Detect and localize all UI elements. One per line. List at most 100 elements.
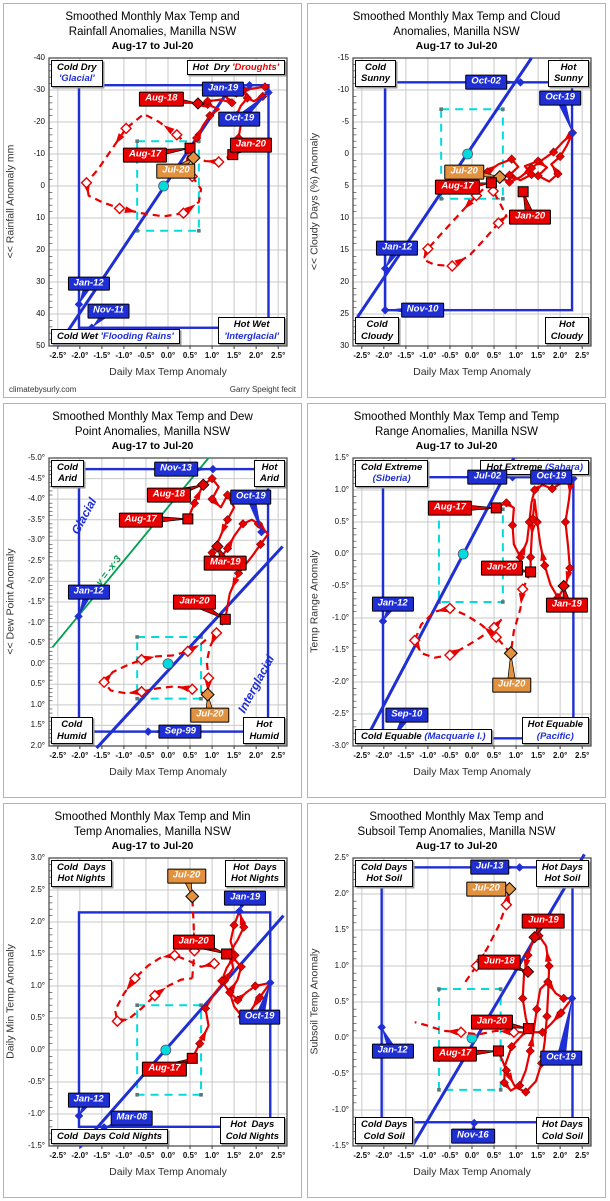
- x-tick-label: -0.5°: [441, 751, 459, 760]
- quadrant-label-line: Sunny: [361, 73, 390, 84]
- y-tick-label: 30: [36, 277, 45, 286]
- quadrant-label-text: Hot Equable: [527, 719, 583, 731]
- quadrant-label-br: Hot Days Cold Nights: [219, 1117, 285, 1144]
- flag-Jan-19: Jan-19: [224, 890, 267, 906]
- x-tick-label: 2.0°: [552, 1151, 568, 1160]
- x-tick-label: -1.5°: [397, 751, 415, 760]
- y-tick-label: 0.0°: [30, 658, 45, 668]
- month-marker-open: [135, 685, 148, 698]
- x-tick-label: 1.5°: [226, 351, 242, 360]
- chart-subtitle: Aug-17 to Jul-20: [415, 840, 498, 853]
- quadrant-label-tr: Hot Days Hot Nights: [224, 860, 285, 887]
- flag-pointer-Oct-19: [255, 982, 271, 1019]
- x-tick-label: 1.5°: [530, 351, 546, 360]
- flag-Jan-20: Jan-20: [172, 935, 215, 950]
- month-marker-open: [507, 1026, 520, 1039]
- quadrant-label-bl: Cold Cloudy: [355, 317, 400, 344]
- x-tick-label: -2.5°: [49, 1151, 67, 1160]
- quadrant-label-line: Cold: [57, 462, 78, 473]
- track-arrow: [463, 198, 474, 210]
- quadrant-label-text: (Siberia): [372, 473, 411, 485]
- y-tick-label: -4.5°: [28, 473, 45, 483]
- month-marker-filled: [526, 552, 536, 562]
- month-marker-filled: [501, 498, 511, 508]
- month-marker-filled: [260, 82, 270, 92]
- plot-area-mintemp: Cold Days Hot Nights Hot Days Hot Nights Col…: [5, 853, 288, 1178]
- quadrant-label-line: (Pacific): [528, 731, 583, 742]
- chart-title-line2: Point Anomalies, Manilla NSW: [74, 425, 231, 438]
- month-marker-filled: [227, 98, 237, 108]
- quadrant-label-text: Cold: [57, 462, 79, 473]
- y-tick-label: 2.5°: [334, 853, 349, 862]
- cyan-box-corner: [135, 139, 139, 143]
- y-tick-label: -1.0°: [332, 613, 349, 622]
- y-tick-label: 1.0°: [30, 981, 45, 990]
- plot-area-temprange: Cold Extreme (Siberia) Hot Extreme (Sahara…: [309, 453, 592, 778]
- record-marker: [143, 727, 153, 736]
- flag-Nov-16: Nov-16: [451, 1128, 495, 1144]
- x-tick-label: 2.5°: [271, 751, 286, 760]
- chart-title-line2: Range Anomalies, Manilla NSW: [375, 425, 538, 438]
- month-marker-square: [490, 502, 502, 514]
- flag-Oct-19: Oct-19: [530, 469, 573, 485]
- month-marker-filled: [222, 490, 233, 500]
- y-tick-label: -20: [33, 117, 45, 126]
- plot-border: [352, 57, 592, 347]
- quadrant-label-text: Cold Soil: [363, 1130, 405, 1142]
- month-marker-filled: [230, 950, 240, 960]
- y-tick-label: -2.5°: [332, 709, 349, 718]
- y-tick-label: -30: [33, 85, 45, 94]
- quadrant-label-line: Hot Nights: [231, 873, 279, 884]
- quadrant-label-line: Hot Extreme (Sahara): [486, 462, 583, 473]
- cyan-box-corner: [439, 197, 443, 201]
- y-axis-label: Temp Range Anomaly: [308, 550, 321, 653]
- track-arrow: [193, 489, 202, 501]
- month-marker-open: [490, 631, 503, 644]
- x-tick-label: 1.5°: [530, 1151, 546, 1160]
- x-tick-label: 0.0°: [464, 751, 480, 760]
- month-marker-open: [98, 676, 111, 689]
- x-tick-label: 0.5°: [182, 751, 198, 760]
- y-tick-label: 2.5°: [30, 885, 45, 894]
- quadrant-label-tl: Cold Days Hot Soil: [355, 860, 414, 887]
- quadrant-label-line: Hot: [554, 62, 583, 73]
- month-marker-open: [111, 1015, 124, 1028]
- track-arrow: [523, 958, 531, 971]
- cyan-box-corner: [501, 507, 505, 511]
- quadrant-label-line: Cold: [361, 62, 390, 73]
- month-marker-filled: [236, 962, 246, 972]
- track-arrow: [545, 950, 552, 962]
- flag-pointer-Oct-19: [246, 495, 262, 533]
- x-tick-label: -2.0°: [71, 751, 89, 760]
- month-marker-filled: [203, 96, 213, 106]
- month-marker-square: [186, 1052, 198, 1064]
- month-marker-big: [211, 540, 224, 553]
- flag-Nov-10: Nov-10: [400, 302, 445, 318]
- month-marker-open: [444, 602, 456, 615]
- cyan-box-corner: [199, 1093, 203, 1097]
- month-marker-filled: [222, 543, 233, 554]
- chart-subtitle: Aug-17 to Jul-20: [111, 440, 194, 453]
- quadrant-label-text: Cold Wet: [57, 330, 101, 342]
- trend-line: [362, 457, 516, 744]
- chart-subtitle: Aug-17 to Jul-20: [111, 840, 194, 853]
- x-tick-label: 1.0°: [204, 751, 220, 760]
- x-tick-label: -2.0°: [375, 351, 393, 360]
- quadrant-label-br: Hot Wet 'Interglacial': [218, 317, 285, 344]
- month-marker-filled: [521, 1087, 531, 1097]
- record-marker: [380, 305, 390, 315]
- quadrant-label-text: Hot Soil: [366, 873, 403, 885]
- cyan-box-corner: [135, 696, 139, 701]
- quadrant-label-text: Cold Dry: [57, 62, 97, 73]
- current-month-marker: [185, 889, 200, 904]
- x-tick-label: -1.0°: [419, 751, 437, 760]
- quadrant-label-text: Cold Equable: [361, 730, 425, 742]
- quadrant-label-line: Cold Days: [361, 862, 407, 873]
- quadrant-label-text: Hot Days: [541, 1119, 583, 1131]
- quadrant-label-text: Hot Days: [230, 1119, 275, 1131]
- plot-border: [352, 457, 592, 747]
- quadrant-label-line: Hot Days: [231, 862, 279, 873]
- quadrant-label-line: Hot Days: [542, 862, 583, 873]
- origin-dot: [162, 658, 174, 670]
- x-tick-label: 1.5°: [226, 1151, 242, 1160]
